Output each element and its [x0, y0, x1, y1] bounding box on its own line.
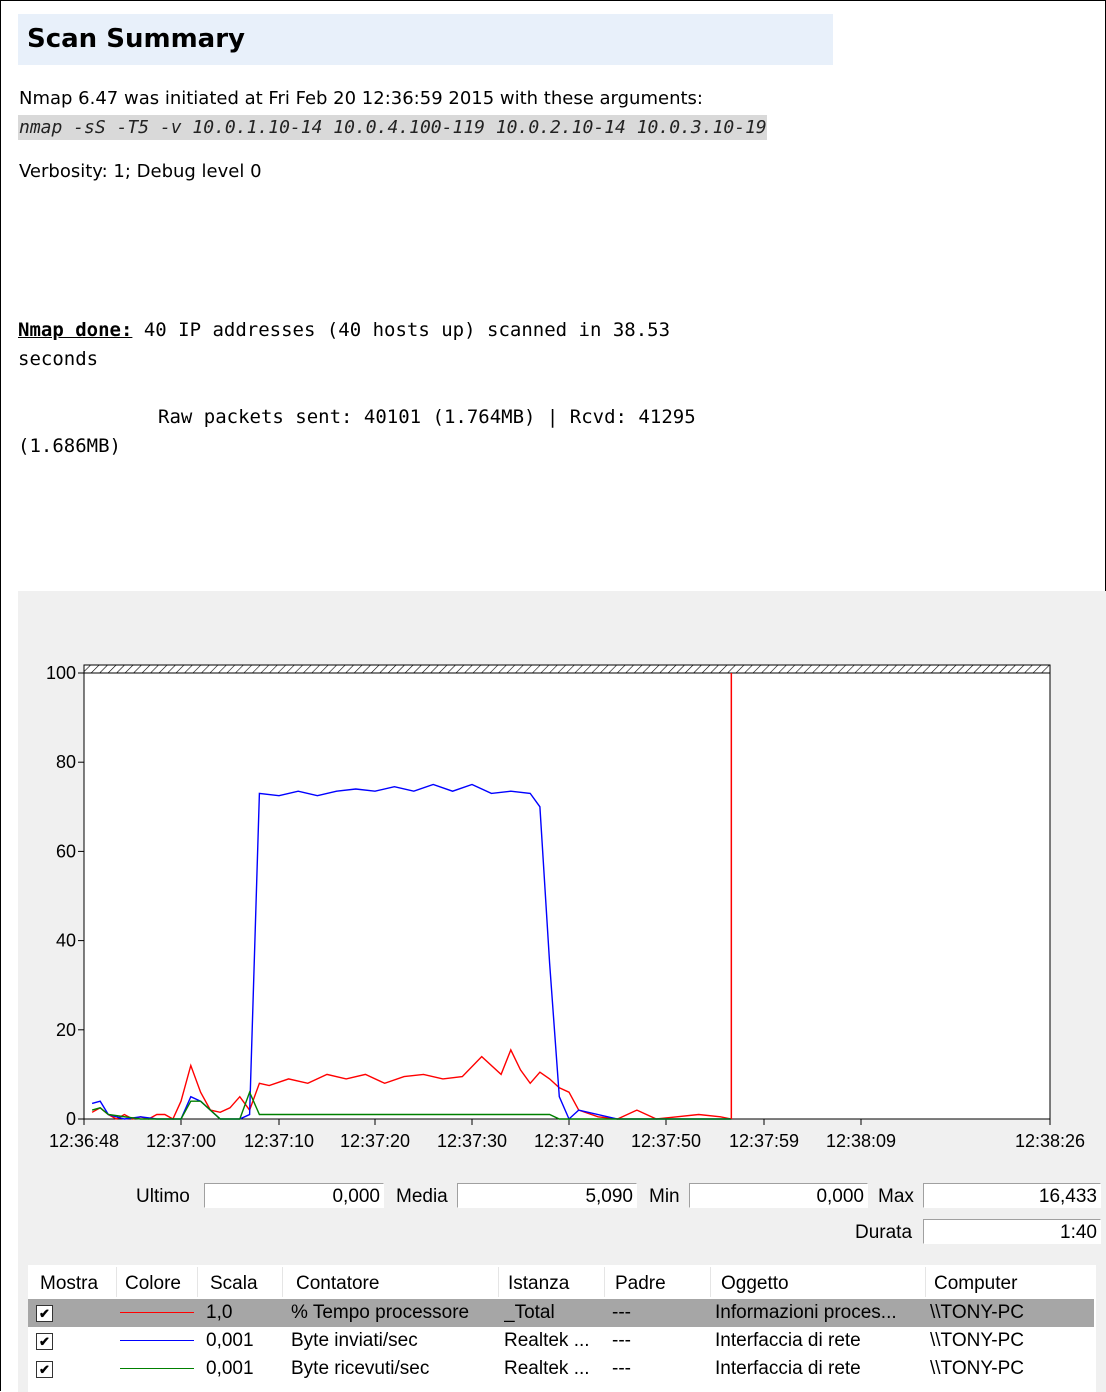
duration-value-field: 1:40 — [923, 1219, 1101, 1244]
instance-cell: _Total — [504, 1302, 555, 1323]
duration-label: Durata — [855, 1222, 913, 1243]
color-swatch — [120, 1368, 194, 1369]
counter-legend-table: Mostra Colore Scala Contatore Istanza Pa… — [28, 1265, 1096, 1392]
initiated-line: Nmap 6.47 was initiated at Fri Feb 20 12… — [19, 88, 703, 109]
color-swatch — [120, 1312, 194, 1313]
instance-cell: Realtek ... — [504, 1358, 590, 1379]
nmap-done-label: Nmap done: — [18, 319, 133, 341]
average-label: Media — [396, 1186, 448, 1207]
scan-arguments: nmap -sS -T5 -v 10.0.1.10-14 10.0.4.100-… — [18, 115, 767, 140]
instance-cell: Realtek ... — [504, 1330, 590, 1351]
min-value-field: 0,000 — [689, 1183, 868, 1208]
counter-row[interactable]: ✔ 1,0 % Tempo processore _Total --- Info… — [28, 1299, 1094, 1327]
counter-cell: Byte ricevuti/sec — [291, 1358, 430, 1379]
header-instance[interactable]: Istanza — [508, 1273, 570, 1294]
nmap-done-line: Nmap done: 40 IP addresses (40 hosts up)… — [18, 319, 670, 341]
header-counter[interactable]: Contatore — [296, 1273, 380, 1294]
object-cell: Interfaccia di rete — [715, 1358, 861, 1379]
header-computer[interactable]: Computer — [934, 1273, 1018, 1294]
max-value-field: 16,433 — [923, 1183, 1101, 1208]
scale-cell: 0,001 — [206, 1358, 254, 1379]
last-value-field: 0,000 — [204, 1183, 384, 1208]
parent-cell: --- — [612, 1330, 631, 1351]
computer-cell: \\TONY-PC — [930, 1302, 1024, 1323]
header-object[interactable]: Oggetto — [721, 1273, 789, 1294]
object-cell: Interfaccia di rete — [715, 1330, 861, 1351]
page-title: Scan Summary — [27, 24, 245, 54]
object-cell: Informazioni proces... — [715, 1302, 897, 1323]
raw-packets-line: Raw packets sent: 40101 (1.764MB) | Rcvd… — [158, 406, 696, 428]
show-checkbox[interactable]: ✔ — [36, 1305, 53, 1322]
header-show[interactable]: Mostra — [40, 1273, 99, 1294]
counter-row[interactable]: ✔ 0,001 Byte ricevuti/sec Realtek ... --… — [28, 1355, 1094, 1383]
parent-cell: --- — [612, 1302, 631, 1323]
verbosity-line: Verbosity: 1; Debug level 0 — [19, 161, 262, 182]
scan-summary-header: Scan Summary — [18, 14, 833, 65]
header-scale[interactable]: Scala — [210, 1273, 258, 1294]
show-checkbox[interactable]: ✔ — [36, 1333, 53, 1350]
counter-cell: % Tempo processore — [291, 1302, 470, 1323]
scale-cell: 0,001 — [206, 1330, 254, 1351]
computer-cell: \\TONY-PC — [930, 1358, 1024, 1379]
show-checkbox[interactable]: ✔ — [36, 1361, 53, 1378]
header-parent[interactable]: Padre — [615, 1273, 666, 1294]
min-label: Min — [649, 1186, 680, 1207]
computer-cell: \\TONY-PC — [930, 1330, 1024, 1351]
last-label: Ultimo — [136, 1186, 190, 1207]
max-label: Max — [878, 1186, 914, 1207]
parent-cell: --- — [612, 1358, 631, 1379]
counter-row[interactable]: ✔ 0,001 Byte inviati/sec Realtek ... ---… — [28, 1327, 1094, 1355]
counter-cell: Byte inviati/sec — [291, 1330, 418, 1351]
raw-packets-continuation: (1.686MB) — [18, 435, 121, 457]
nmap-done-text: 40 IP addresses (40 hosts up) scanned in… — [132, 319, 671, 341]
nmap-done-continuation: seconds — [18, 348, 99, 370]
scale-cell: 1,0 — [206, 1302, 233, 1323]
header-color[interactable]: Colore — [125, 1273, 181, 1294]
color-swatch — [120, 1340, 194, 1341]
average-value-field: 5,090 — [457, 1183, 637, 1208]
